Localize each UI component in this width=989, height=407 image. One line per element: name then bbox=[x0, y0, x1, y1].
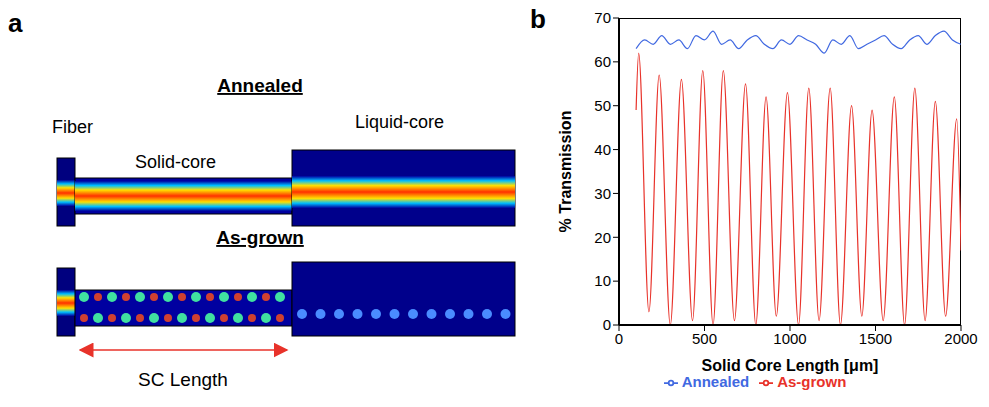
html-text:b: b bbox=[530, 4, 546, 34]
svg-text:0: 0 bbox=[603, 316, 611, 333]
svg-text:1500: 1500 bbox=[859, 330, 892, 347]
svg-text:500: 500 bbox=[692, 330, 717, 347]
svg-text:2000: 2000 bbox=[944, 330, 977, 347]
svg-text:a: a bbox=[8, 8, 23, 38]
svg-text:40: 40 bbox=[594, 141, 611, 158]
svg-text:Annealed: Annealed bbox=[217, 75, 303, 96]
html-text:Annealed: Annealed bbox=[681, 373, 750, 390]
svg-text:60: 60 bbox=[594, 53, 611, 70]
svg-text:30: 30 bbox=[594, 185, 611, 202]
svg-text:70: 70 bbox=[594, 9, 611, 26]
svg-text:Fiber: Fiber bbox=[52, 117, 93, 137]
svg-text:Liquid-core: Liquid-core bbox=[355, 112, 444, 132]
svg-text:20: 20 bbox=[594, 229, 611, 246]
svg-text:SC Length: SC Length bbox=[138, 369, 228, 390]
html-text:As-grown: As-grown bbox=[777, 373, 847, 390]
svg-text:As-grown: As-grown bbox=[216, 227, 304, 248]
svg-text:50: 50 bbox=[594, 97, 611, 114]
svg-text:% Transmission: % Transmission bbox=[557, 111, 574, 233]
svg-text:Solid-core: Solid-core bbox=[135, 152, 216, 172]
svg-text:0: 0 bbox=[615, 330, 623, 347]
svg-text:Solid Core Length [μm]: Solid Core Length [μm] bbox=[702, 357, 879, 374]
svg-text:10: 10 bbox=[594, 272, 611, 289]
svg-text:1000: 1000 bbox=[773, 330, 806, 347]
